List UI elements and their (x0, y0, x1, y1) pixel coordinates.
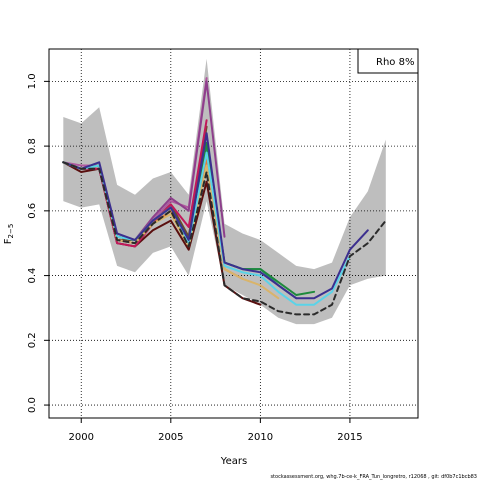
x-tick-label: 2015 (337, 432, 362, 443)
series-line (62, 161, 387, 316)
y-tick-label: 0.4 (27, 268, 38, 284)
confidence-band (63, 58, 386, 325)
x-tick-label: 2000 (69, 432, 94, 443)
legend-text: Rho 8% (376, 57, 414, 68)
y-tick-label: 0.8 (27, 138, 38, 154)
y-tick-label: 0.0 (27, 397, 38, 413)
y-tick-label: 0.6 (27, 203, 38, 219)
plot-frame (48, 48, 419, 419)
x-tick-label: 2010 (248, 432, 273, 443)
series-line (62, 132, 369, 300)
y-tick-label: 1.0 (27, 73, 38, 89)
legend: Rho 8% (357, 48, 419, 74)
x-axis-title: Years (220, 456, 247, 467)
x-axis: 2000 2005 2010 2015 (69, 418, 363, 443)
y-axis-title-main: F (3, 238, 14, 244)
legend-box (357, 48, 419, 74)
series-line (62, 119, 208, 248)
x-tick-label: 2005 (158, 432, 183, 443)
y-axis-title: F2−5 (3, 224, 15, 245)
plot-area (49, 49, 418, 418)
y-tick-label: 0.2 (27, 332, 38, 348)
y-axis: 0.0 0.2 0.4 0.6 0.8 1.0 (27, 73, 49, 413)
y-axis-title-sub: 2−5 (7, 224, 15, 239)
footer-text: stockassessment.org, whg.7b-ce-k_FRA_Tun… (270, 474, 477, 480)
